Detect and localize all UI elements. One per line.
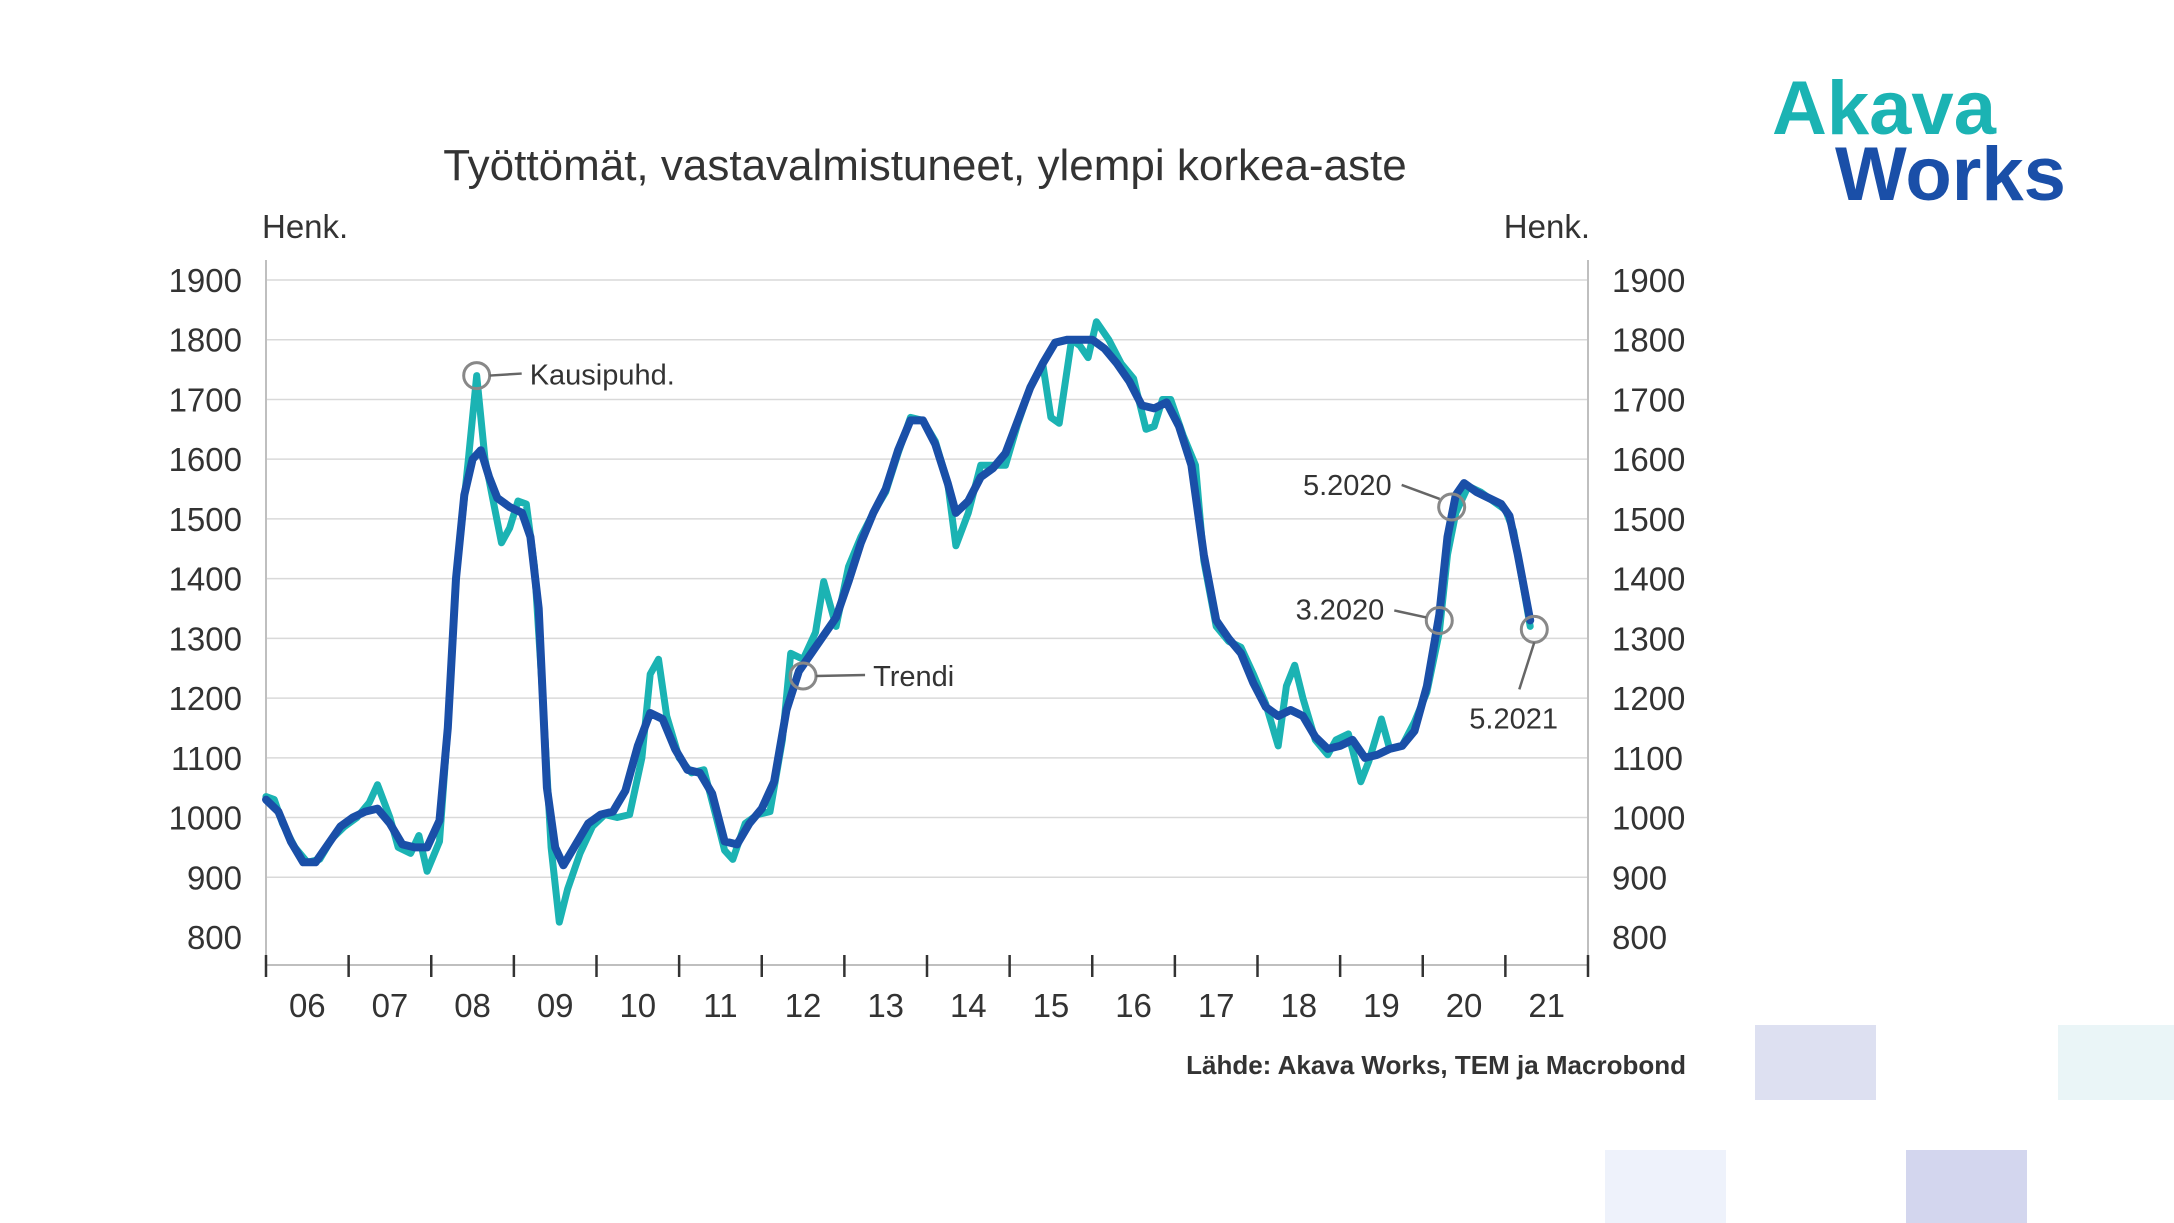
y-axis-unit-right: Henk. xyxy=(1504,208,1590,245)
y-tick-label-right: 1100 xyxy=(1612,740,1683,777)
decorative-squares xyxy=(1605,1025,2174,1223)
series-group xyxy=(262,318,1535,926)
y-tick-label-right: 1800 xyxy=(1612,322,1685,359)
y-tick-label-left: 1900 xyxy=(169,262,242,299)
x-tick-label: 10 xyxy=(619,987,656,1024)
seasonal-leader-line xyxy=(489,372,522,377)
y-tick-label-left: 1000 xyxy=(169,800,242,837)
y-tick-label-left: 1300 xyxy=(169,620,242,657)
y-tick-label-right: 1200 xyxy=(1612,680,1685,717)
y-tick-label-left: 1200 xyxy=(169,680,242,717)
logo-works-text: Works xyxy=(1835,132,2066,217)
trend-label: Trendi xyxy=(873,661,954,693)
annotations: Kausipuhd. Trendi 5.2020 3.2020 5.2021 xyxy=(462,360,1558,735)
deco-square-3 xyxy=(1605,1150,1726,1223)
y-tick-label-right: 1700 xyxy=(1612,381,1685,418)
x-tick-label: 17 xyxy=(1198,987,1235,1024)
x-tick-label: 14 xyxy=(950,987,987,1024)
y-tick-label-right: 1500 xyxy=(1612,501,1685,538)
x-tick-label: 13 xyxy=(867,987,904,1024)
deco-square-1 xyxy=(1755,1025,1876,1100)
may-2020-marker xyxy=(1437,492,1467,522)
x-tick-label: 06 xyxy=(289,987,326,1024)
y-tick-label-right: 1000 xyxy=(1612,800,1685,837)
y-tick-label-left: 1600 xyxy=(169,441,242,478)
y-tick-label-left: 1800 xyxy=(169,322,242,359)
x-tick-label: 09 xyxy=(537,987,574,1024)
x-tick-label: 16 xyxy=(1115,987,1152,1024)
logo-akava-text: Akava xyxy=(1772,66,1997,151)
x-tick-label: 18 xyxy=(1280,987,1317,1024)
y-tick-label-left: 900 xyxy=(187,859,242,896)
x-tick-label: 21 xyxy=(1528,987,1565,1024)
mar-2020-marker xyxy=(1424,605,1454,635)
x-tick-label: 07 xyxy=(372,987,409,1024)
x-axis: 06 07 08 09 10 11 12 13 14 15 16 17 18 19 20 21 xyxy=(264,955,1590,1024)
y-tick-label-right: 1900 xyxy=(1612,262,1685,299)
akava-works-logo: Akava Works xyxy=(1772,66,2066,217)
y-axis-left: 800 900 1000 1100 1200 1300 1400 1500 1600 1700 18… xyxy=(169,262,242,956)
mar-2020-leader-line xyxy=(1394,609,1427,619)
x-tick-label: 11 xyxy=(703,987,737,1024)
x-tick-label: 20 xyxy=(1446,987,1483,1024)
y-tick-label-left: 1100 xyxy=(171,740,242,777)
y-tick-label-right: 800 xyxy=(1612,919,1667,956)
x-tick-label: 19 xyxy=(1363,987,1400,1024)
x-tick-label: 08 xyxy=(454,987,491,1024)
y-tick-label-right: 900 xyxy=(1612,859,1667,896)
deco-square-2 xyxy=(2058,1025,2174,1100)
axes xyxy=(265,260,1589,966)
y-tick-label-left: 800 xyxy=(187,919,242,956)
may-2020-leader-line xyxy=(1401,483,1441,501)
seasonal-label: Kausipuhd. xyxy=(530,360,675,392)
y-axis-unit-left: Henk. xyxy=(262,208,348,245)
y-tick-label-left: 1500 xyxy=(169,501,242,538)
may-2020-label: 5.2020 xyxy=(1303,470,1392,502)
source-note: Lähde: Akava Works, TEM ja Macrobond xyxy=(1186,1050,1686,1080)
trend-leader-line xyxy=(816,673,866,678)
may-2021-leader-line xyxy=(1518,642,1536,690)
may-2021-label: 5.2021 xyxy=(1469,703,1558,735)
mar-2020-label: 3.2020 xyxy=(1296,594,1385,626)
deco-square-4 xyxy=(1906,1150,2027,1223)
y-tick-label-left: 1400 xyxy=(169,561,242,598)
x-tick-label: 12 xyxy=(785,987,822,1024)
y-axis-right: 800 900 1000 1100 1200 1300 1400 1500 1600 1700 18… xyxy=(1612,262,1685,956)
y-tick-label-right: 1400 xyxy=(1612,561,1685,598)
y-tick-label-right: 1600 xyxy=(1612,441,1685,478)
y-tick-label-left: 1700 xyxy=(169,381,242,418)
y-tick-label-right: 1300 xyxy=(1612,620,1685,657)
x-tick-label: 15 xyxy=(1033,987,1070,1024)
chart-title: Työttömät, vastavalmistuneet, ylempi kor… xyxy=(443,141,1407,190)
series-line-trend xyxy=(262,335,1535,870)
